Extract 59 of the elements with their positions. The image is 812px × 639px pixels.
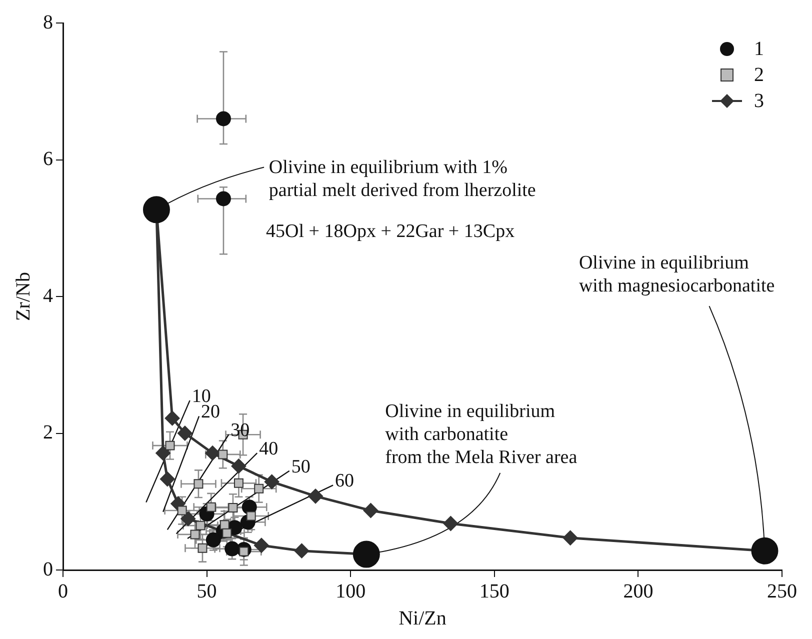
point [198,543,208,553]
y-tick-label: 4 [43,284,53,307]
x-tick-label: 50 [196,580,217,602]
legend-label: 3 [754,90,764,112]
point [308,488,324,504]
point [562,530,578,546]
point [206,532,221,548]
point [218,450,228,460]
point [246,511,256,521]
point [264,474,280,490]
point [220,520,230,530]
y-axis-title: Zr/Nb [12,272,34,321]
annotation: Olivine in equilibrium with magnesiocarbonatite [578,252,775,297]
point [228,503,238,513]
point [216,191,231,206]
point [177,506,187,516]
point [194,479,204,489]
annotation: 30 [230,420,250,442]
point [196,520,206,530]
point [222,528,232,538]
annotation: 40 [259,438,278,460]
point [443,516,458,532]
legend-label: 2 [754,64,764,86]
point [254,484,264,494]
point [177,426,192,441]
annotation: 45Ol + 18Opx + 22Gar + 13Cpx [266,221,516,242]
y-tick-label: 0 [43,558,53,580]
point [216,111,231,126]
x-tick-label: 150 [479,580,510,602]
point [363,503,378,518]
x-tick-label: 200 [623,580,654,602]
point [165,440,175,450]
point [180,511,196,526]
annotation: 60 [335,470,354,492]
point [254,538,269,553]
point [142,196,170,224]
point [164,410,180,426]
point [160,472,175,487]
y-tick-label: 2 [43,422,53,444]
y-tick-label: 8 [43,11,53,34]
legend-label: 1 [754,38,764,60]
point [751,537,778,564]
x-tick-label: 100 [336,580,366,602]
x-tick-label: 250 [767,580,797,602]
x-axis-title: Ni/Zn [398,607,446,630]
point [234,478,244,488]
point [205,446,220,461]
point [190,530,200,540]
y-tick-label: 6 [43,148,53,170]
annotation: 50 [291,456,310,478]
annotation: Olivine in equilibrium with carbonatite from the Mela River area [385,400,578,468]
point [231,458,246,474]
point [206,502,216,512]
point [156,446,171,461]
point [352,540,380,568]
x-tick-label: 0 [58,580,68,602]
point [294,543,310,558]
annotation: Olivine in equilibrium with 1% partial melt derived from lherzolite [268,156,536,201]
annotation: 20 [201,402,220,423]
